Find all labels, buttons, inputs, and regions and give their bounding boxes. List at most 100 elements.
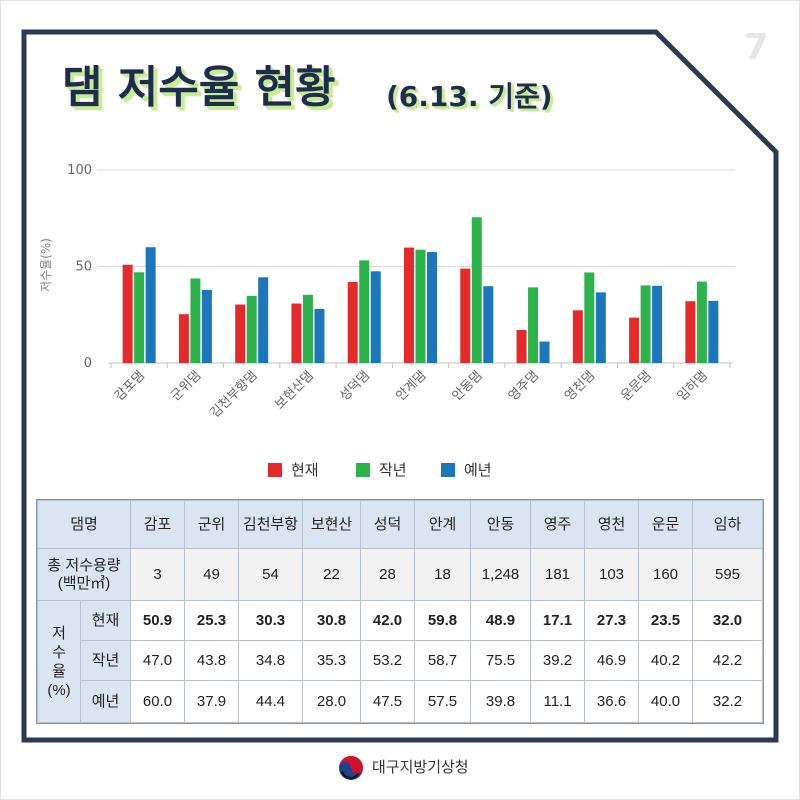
bar-average-gampo: [145, 247, 156, 363]
government-emblem-icon: [339, 756, 363, 780]
column-header: 감포: [130, 500, 186, 549]
current-row-label: 현재: [79, 600, 132, 641]
bar-average-seongdeok: [370, 271, 381, 363]
reservoir-data-table: 댐명 감포 군위 김천부항 보현산 성덕 안계 안동 영주 영천 운문 임하 총…: [35, 499, 765, 724]
last-year-rate-cell: 40.2: [638, 640, 694, 681]
last-year-row-label: 작년: [79, 640, 132, 681]
average-rate-cell: 60.0: [130, 680, 186, 723]
current-rate-cell: 23.5: [638, 600, 694, 641]
bar-average-angye: [427, 252, 437, 363]
current-rate-cell: 30.8: [302, 600, 362, 641]
average-rate-cell: 11.1: [530, 680, 586, 723]
x-tick-label-angye: 안계댐: [393, 368, 429, 404]
bar-average-yeongcheon: [595, 292, 606, 363]
legend-label-current: 현재: [291, 460, 319, 479]
bar-current-angye: [404, 247, 414, 363]
last-year-rate-cell: 53.2: [360, 640, 416, 681]
bar-last-year-unmun: [640, 285, 651, 363]
average-row-label: 예년: [79, 680, 132, 723]
average-rate-cell: 40.0: [638, 680, 694, 723]
x-tick-label-gunwi: 군위댐: [168, 368, 204, 404]
bar-last-year-bohyeonsan: [302, 294, 313, 363]
column-header: 안동: [470, 500, 532, 549]
current-rate-cell: 17.1: [530, 600, 586, 641]
bar-average-yeongju: [539, 341, 550, 363]
capacity-label: 총 저수용량: [47, 556, 121, 574]
rate-group-label: 저 수 율 (%): [37, 600, 81, 723]
average-rate-cell: 28.0: [302, 680, 362, 723]
column-header: 보현산: [302, 500, 362, 549]
last-year-rate-cell: 58.7: [414, 640, 472, 681]
column-header: 영천: [584, 500, 640, 549]
last-year-rate-cell: 47.0: [130, 640, 186, 681]
bar-current-yeongcheon: [572, 310, 583, 363]
capacity-unit: (백만㎥): [57, 574, 111, 592]
average-rate-cell: 47.5: [360, 680, 416, 723]
bar-current-seongdeok: [347, 281, 358, 363]
page-title: 댐 저수율 현황: [62, 62, 336, 113]
bar-average-bohyeonsan: [314, 308, 325, 363]
legend-swatch-average: [441, 463, 455, 477]
capacity-row: 총 저수용량 (백만㎥) 3 49 54 22 28 18 1,248 181 …: [36, 548, 764, 601]
capacity-cell: 18: [414, 548, 472, 601]
current-rate-cell: 42.0: [360, 600, 416, 641]
last-year-rate-row: 작년 47.0 43.8 34.8 35.3 53.2 58.7 75.5 39…: [38, 640, 764, 681]
capacity-row-label: 총 저수용량 (백만㎥): [36, 548, 132, 601]
capacity-cell: 22: [302, 548, 362, 601]
column-header: 군위: [184, 500, 240, 549]
bar-last-year-imha: [696, 281, 707, 363]
title-date: (6.13. 기준): [386, 80, 553, 113]
table-header-row: 댐명 감포 군위 김천부항 보현산 성덕 안계 안동 영주 영천 운문 임하: [36, 500, 764, 549]
average-rate-row: 예년 60.0 37.9 44.4 28.0 47.5 57.5 39.8 11…: [38, 680, 764, 723]
organization-name: 대구지방기상청: [372, 758, 469, 776]
average-rate-cell: 57.5: [414, 680, 472, 723]
current-rate-cell: 48.9: [470, 600, 532, 641]
capacity-cell: 49: [184, 548, 240, 601]
bar-last-year-yeongju: [528, 287, 539, 363]
x-tick-label-andong: 안동댐: [450, 368, 486, 404]
current-rate-cell: 30.3: [238, 600, 304, 641]
bar-current-gampo: [122, 264, 133, 363]
y-axis-label: 저수율(%): [39, 238, 53, 292]
average-rate-cell: 39.8: [470, 680, 532, 723]
bar-last-year-angye: [415, 249, 426, 363]
current-rate-cell: 59.8: [414, 600, 472, 641]
dam-name-header: 댐명: [36, 500, 132, 549]
last-year-rate-cell: 75.5: [470, 640, 532, 681]
bar-current-bohyeonsan: [291, 303, 302, 363]
bar-average-andong: [483, 286, 494, 363]
capacity-cell: 3: [130, 548, 186, 601]
column-header: 김천부항: [238, 500, 304, 549]
bar-average-imha: [708, 300, 719, 363]
column-header: 성덕: [360, 500, 416, 549]
capacity-cell: 1,248: [470, 548, 532, 601]
bar-last-year-gimcheon-buhang: [246, 295, 257, 363]
capacity-cell: 103: [584, 548, 640, 601]
rate-label-unit: (%): [47, 681, 71, 699]
last-year-rate-cell: 35.3: [302, 640, 362, 681]
bar-current-gimcheon-buhang: [235, 304, 246, 363]
x-tick-label-bohyeonsan: 보현산댐: [272, 368, 316, 412]
column-header: 운문: [638, 500, 694, 549]
bar-current-unmun: [629, 317, 640, 363]
legend-item-last-year: 작년: [356, 461, 407, 479]
x-tick-label-gampo: 감포댐: [112, 368, 148, 404]
capacity-cell: 181: [530, 548, 586, 601]
bar-average-gimcheon-buhang: [258, 277, 269, 363]
y-tick-label: 0: [84, 356, 92, 371]
y-tick-label: 50: [75, 260, 92, 275]
average-rate-cell: 37.9: [184, 680, 240, 723]
legend-label-average: 예년: [464, 460, 492, 479]
x-tick-label-imha: 임하댐: [675, 368, 711, 404]
x-tick-label-unmun: 운문댐: [618, 368, 654, 404]
last-year-rate-cell: 39.2: [530, 640, 586, 681]
bar-last-year-gunwi: [190, 278, 201, 363]
capacity-cell: 28: [360, 548, 416, 601]
current-rate-cell: 50.9: [130, 600, 186, 641]
average-rate-cell: 32.2: [692, 680, 764, 723]
current-rate-cell: 25.3: [184, 600, 240, 641]
current-rate-cell: 27.3: [584, 600, 640, 641]
last-year-rate-cell: 42.2: [692, 640, 764, 681]
legend-item-current: 현재: [268, 461, 319, 479]
average-rate-cell: 44.4: [238, 680, 304, 723]
